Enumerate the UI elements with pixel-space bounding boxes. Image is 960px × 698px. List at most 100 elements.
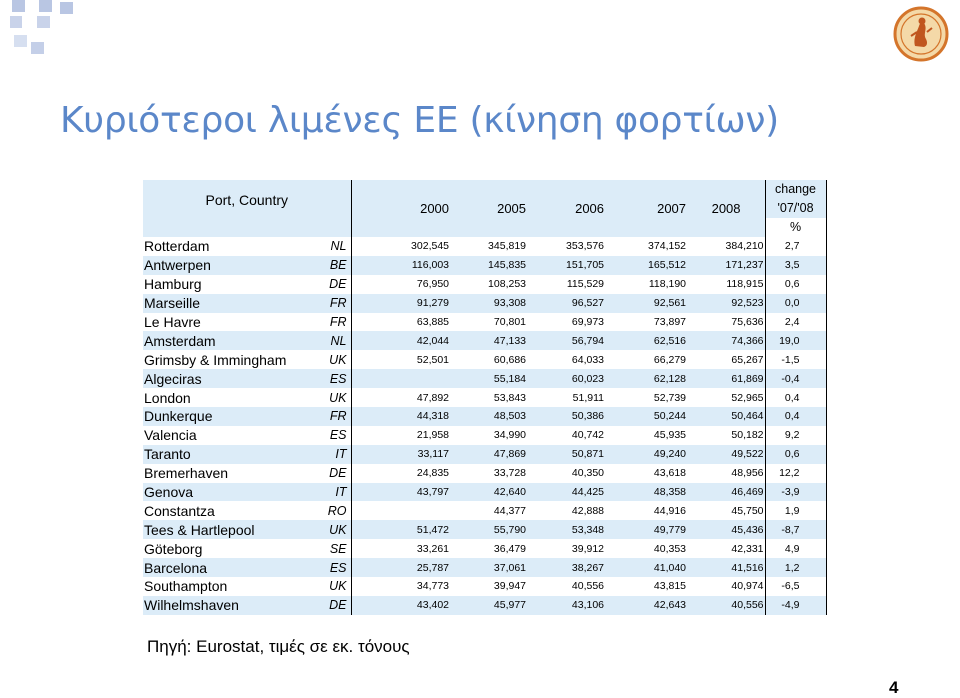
change-percent: -0,4 (765, 369, 827, 389)
change-percent: 12,2 (765, 463, 827, 483)
value-2007: 44,916 (653, 504, 687, 517)
value-2000: 24,835 (416, 467, 450, 480)
decor-square (10, 16, 22, 28)
value-2000: 63,885 (416, 316, 450, 328)
value-2005: 345,819 (488, 240, 527, 253)
value-2006: 53,348 (526, 520, 605, 540)
value-2005: 34,990 (493, 429, 527, 442)
value-2000: 47,892 (416, 391, 450, 404)
port-name: Barcelona (143, 558, 321, 578)
value-2008: 92,523 (686, 293, 766, 313)
value-2008: 118,915 (686, 274, 766, 294)
country-code: BE (321, 255, 352, 275)
country-code: DE (321, 595, 352, 615)
value-2000: 21,958 (416, 429, 450, 442)
change-percent: -6,5 (765, 577, 827, 596)
value-2005: 145,835 (449, 255, 527, 275)
change-percent: 0,4 (765, 407, 827, 426)
change-percent: 0,6 (765, 274, 827, 294)
value-2005: 37,061 (449, 558, 527, 578)
port-name: Wilhelmshaven (143, 595, 321, 615)
year-header: 2005 (449, 180, 527, 237)
port-name: Dunkerque (143, 407, 321, 426)
value-2008: 384,210 (686, 237, 766, 256)
value-2000 (351, 501, 449, 520)
table-row: Antwerpen BE 116,003 145,835 151,705 165,512 1… (143, 255, 827, 275)
value-2008: 171,237 (686, 255, 766, 275)
change-unit-header: % (765, 218, 827, 237)
port-name: Rotterdam (144, 238, 210, 255)
value-2008: 45,436 (686, 520, 766, 540)
value-2008: 42,331 (686, 539, 766, 559)
year-header: 2006 (526, 180, 605, 237)
value-2007: 62,516 (604, 331, 687, 351)
value-2008: 74,366 (686, 331, 766, 351)
ports-table: Port, Country 2000 2005 2006 2007 2008 c… (143, 180, 827, 615)
value-2006: 43,106 (526, 595, 605, 615)
table-row: Marseille FR 91,279 93,308 96,527 92,561 92,52… (143, 293, 827, 313)
university-seal-logo (893, 6, 949, 62)
value-2007: 48,358 (604, 482, 687, 502)
value-2007: 66,279 (653, 353, 687, 366)
value-2007: 43,815 (653, 580, 687, 593)
port-name: Grimsby & Immingham (144, 351, 287, 368)
port-name: Genova (143, 482, 321, 502)
port-name: Tees & Hartlepool (143, 520, 321, 540)
value-2005: 39,947 (493, 580, 527, 593)
port-name: Constantza (144, 502, 215, 519)
country-code: UK (321, 520, 352, 540)
change-percent: 1,9 (765, 501, 827, 521)
value-2008: 41,516 (686, 558, 766, 578)
value-2000: 43,402 (351, 595, 450, 615)
value-2000: 34,773 (416, 580, 450, 593)
value-2006: 60,023 (526, 369, 605, 389)
value-2007: 62,128 (604, 369, 687, 389)
value-2006: 353,576 (566, 240, 605, 253)
value-2006: 96,527 (526, 293, 605, 313)
value-2008: 65,267 (686, 350, 766, 370)
value-2006: 40,350 (571, 467, 605, 480)
table-row: London UK 47,892 53,843 51,911 52,739 52,965 0,… (143, 388, 827, 408)
table-row: Constantza RO 44,377 42,888 44,916 45,750 1,9 (143, 501, 827, 521)
country-code: FR (321, 293, 352, 313)
table-row: Wilhelmshaven DE 43,402 45,977 43,106 42,643 4… (143, 595, 827, 615)
value-2006: 44,425 (526, 482, 605, 502)
value-2000: 44,318 (351, 407, 450, 426)
country-code: FR (321, 312, 352, 332)
decor-square (14, 35, 27, 47)
country-code: DE (321, 463, 352, 483)
value-2007: 49,240 (604, 444, 687, 464)
country-code: ES (321, 558, 352, 578)
value-2007: 43,618 (653, 467, 687, 480)
year-header: 2008 (686, 180, 766, 237)
table-row: Le Havre FR 63,885 70,801 69,973 73,897 75,636… (143, 312, 827, 332)
table-row: Taranto IT 33,117 47,869 50,871 49,240 49,522 0… (143, 444, 827, 464)
port-name: Valencia (144, 427, 197, 444)
value-2007: 42,643 (604, 595, 687, 615)
country-code: FR (321, 407, 352, 426)
country-code: UK (321, 577, 352, 596)
change-percent: 1,2 (765, 558, 827, 578)
value-2006: 69,973 (571, 316, 605, 328)
value-2006: 40,556 (571, 580, 605, 593)
country-code: UK (321, 350, 352, 370)
value-2008: 61,869 (686, 369, 766, 389)
change-percent: 2,7 (765, 237, 827, 256)
value-2005: 44,377 (493, 504, 527, 517)
decor-square (39, 0, 52, 12)
change-period-header: '07/'08 (765, 199, 827, 218)
value-2005: 36,479 (493, 542, 527, 555)
value-2000: 43,797 (351, 482, 450, 502)
value-2000: 25,787 (351, 558, 450, 578)
table-row: Bremerhaven DE 24,835 33,728 40,350 43,618 48,… (143, 463, 827, 483)
value-2008: 45,750 (686, 501, 766, 521)
decorative-squares (0, 0, 80, 56)
country-code: IT (321, 482, 352, 502)
value-2007: 45,935 (653, 429, 687, 442)
country-code: RO (321, 501, 352, 521)
value-2005: 55,184 (449, 369, 527, 389)
port-name: Hamburg (144, 276, 202, 293)
port-name: Antwerpen (143, 255, 321, 275)
value-2008: 52,965 (686, 388, 766, 408)
value-2006: 56,794 (526, 331, 605, 351)
